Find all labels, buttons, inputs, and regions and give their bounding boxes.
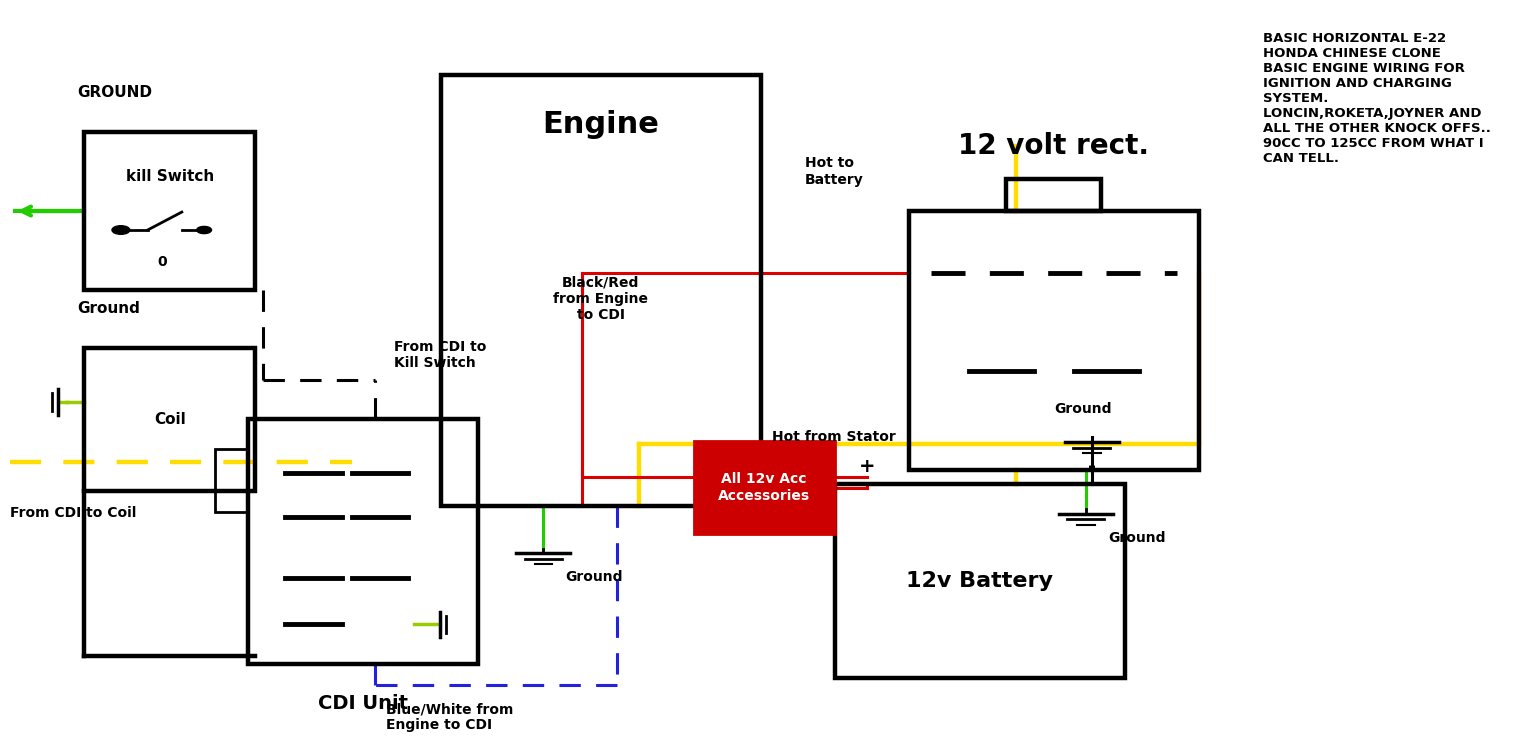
Text: 0: 0 [158,255,168,269]
Circle shape [112,226,129,234]
Text: GROUND: GROUND [77,85,152,100]
Text: From CDI to
Kill Switch: From CDI to Kill Switch [394,339,486,369]
Text: 12v Battery: 12v Battery [906,571,1054,591]
Text: Ground: Ground [566,570,623,584]
Text: Hot to
Battery: Hot to Battery [804,157,864,187]
Bar [1006,179,1101,211]
Text: Ground: Ground [77,300,140,316]
Text: 12 volt rect.: 12 volt rect. [958,132,1149,160]
Text: Engine: Engine [543,110,660,139]
Bar [215,449,248,512]
Text: From CDI to Coil: From CDI to Coil [11,506,137,520]
Text: Ground: Ground [1055,402,1112,416]
Circle shape [197,227,212,233]
Text: +: + [860,456,875,475]
Text: Coil: Coil [154,412,186,427]
Bar [909,211,1198,470]
Text: All 12v Acc
Accessories: All 12v Acc Accessories [718,473,811,503]
Text: Hot from Stator: Hot from Stator [772,431,897,445]
Text: Ground: Ground [1107,531,1166,545]
Text: Blue/White from
Engine to CDI: Blue/White from Engine to CDI [386,702,514,732]
Text: Black/Red
from Engine
to CDI: Black/Red from Engine to CDI [554,275,649,322]
Bar [835,484,1124,678]
Text: -: - [1087,456,1097,475]
Text: CDI Unit: CDI Unit [318,693,408,712]
Bar [85,132,255,290]
Bar [248,420,478,663]
Bar [694,441,835,534]
Text: kill Switch: kill Switch [126,169,214,184]
Bar [441,74,760,506]
Bar [85,347,255,491]
Text: BASIC HORIZONTAL E-22
HONDA CHINESE CLONE
BASIC ENGINE WIRING FOR
IGNITION AND C: BASIC HORIZONTAL E-22 HONDA CHINESE CLON… [1263,32,1490,165]
